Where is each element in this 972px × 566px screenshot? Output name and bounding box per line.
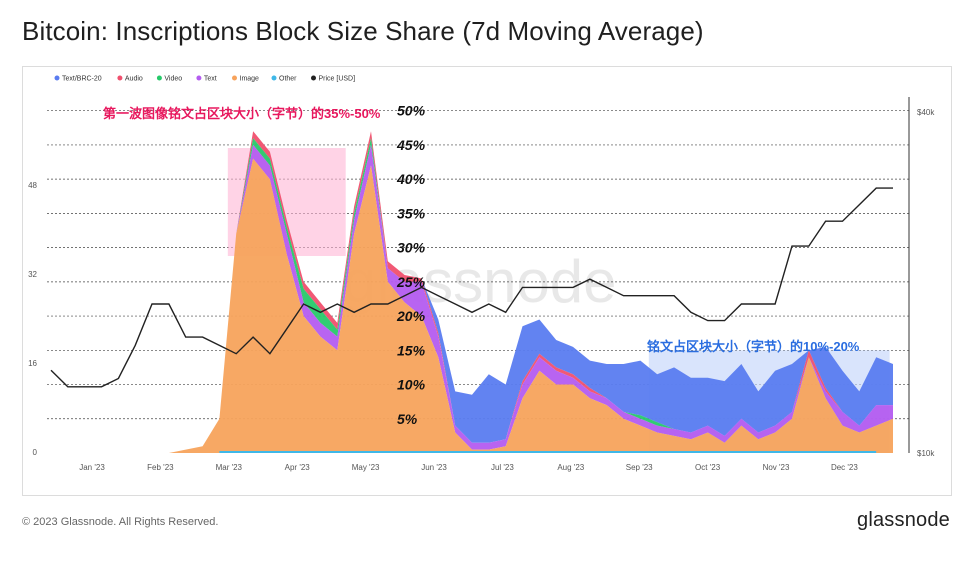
price-line: [50, 187, 893, 388]
legend-label-6: Price [USD]: [319, 76, 356, 83]
x-tick-10: Nov '23: [763, 463, 790, 472]
chart-panel: Text/BRC-20 Audio Video Text Image Other Price…: [22, 66, 952, 496]
chart-svg: Text/BRC-20 Audio Video Text Image Other Price…: [28, 75, 935, 472]
x-tick-5: Jun '23: [421, 463, 447, 472]
legend-dot-5: [271, 75, 277, 81]
pct-label-5: 25%: [396, 274, 426, 290]
legend-label-0: Text/BRC-20: [62, 76, 102, 83]
legend-label-1: Audio: [125, 76, 143, 83]
copyright: © 2023 Glassnode. All Rights Reserved.: [22, 516, 219, 528]
x-tick-1: Feb '23: [147, 463, 174, 472]
legend-dot-4: [232, 75, 237, 81]
glassnode-logo[interactable]: glassnode: [857, 509, 950, 531]
x-tick-6: Jul '23: [491, 463, 514, 472]
legend-dot-1: [117, 75, 123, 81]
area-other: [219, 451, 877, 453]
legend-label-3: Text: [204, 76, 217, 83]
legend-label-2: Video: [164, 76, 182, 83]
area-image: [51, 158, 893, 453]
x-axis-ticks: Jan '23 Feb '23 Mar '23 Apr '23 May '23 Jun '…: [79, 463, 858, 472]
x-tick-4: May '23: [352, 463, 380, 472]
legend-dot-3: [196, 75, 202, 81]
pct-label-8: 10%: [397, 377, 426, 393]
pct-label-4: 30%: [397, 240, 426, 256]
y-left-tick-1: 32: [28, 270, 37, 279]
percent-labels: 50% 45% 40% 35% 30% 25% 20% 15% 10% 5%: [396, 103, 426, 427]
legend-dot-6: [311, 75, 316, 81]
legend-dot-0: [54, 75, 60, 81]
pct-label-3: 35%: [397, 205, 426, 221]
y-left-tick-2: 16: [28, 359, 37, 368]
annotation-second-wave: 铭文占区块大小（字节）的10%-20%: [647, 339, 860, 354]
x-tick-11: Dec '23: [831, 463, 858, 472]
pct-label-9: 5%: [397, 411, 418, 427]
legend-dot-2: [156, 75, 162, 81]
area-series: [51, 131, 893, 453]
x-tick-8: Sep '23: [626, 463, 653, 472]
legend-label-4: Image: [240, 76, 260, 83]
y-left-tick-0: 48: [28, 181, 37, 190]
chart-legend: Text/BRC-20 Audio Video Text Image Other Price…: [54, 75, 356, 83]
y-left-ticks: 48 32 16 0: [28, 181, 37, 457]
x-tick-0: Jan '23: [79, 463, 105, 472]
pct-label-1: 45%: [396, 137, 426, 153]
legend-label-5: Other: [279, 76, 297, 83]
pct-label-0: 50%: [397, 103, 426, 119]
pct-label-7: 15%: [397, 342, 426, 358]
x-tick-7: Aug '23: [557, 463, 584, 472]
pct-label-2: 40%: [396, 171, 426, 187]
x-tick-9: Oct '23: [695, 463, 721, 472]
x-tick-3: Apr '23: [285, 463, 311, 472]
y-right-tick-0: $40k: [917, 108, 935, 117]
y-right-tick-1: $10k: [917, 449, 935, 458]
y-right-ticks: $40k $10k: [917, 108, 935, 458]
chart-title: Bitcoin: Inscriptions Block Size Share (…: [22, 16, 704, 46]
x-tick-2: Mar '23: [216, 463, 243, 472]
annotation-first-wave: 第一波图像铭文占区块大小（字节）的35%-50%: [103, 106, 381, 121]
y-left-tick-3: 0: [33, 448, 38, 457]
pct-label-6: 20%: [396, 308, 426, 324]
